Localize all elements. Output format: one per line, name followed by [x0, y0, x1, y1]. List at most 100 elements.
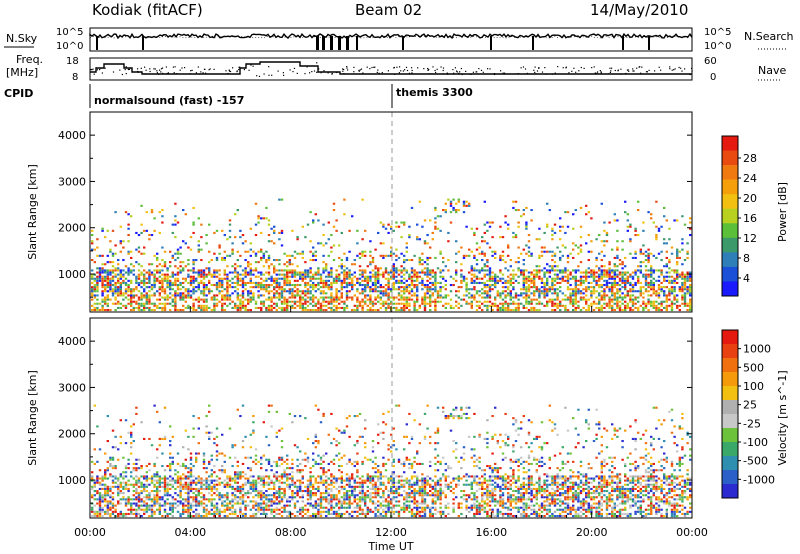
- echo-cell: [410, 279, 414, 282]
- echo-cell: [260, 284, 263, 287]
- echo-cell: [280, 273, 284, 276]
- echo-cell: [179, 512, 182, 515]
- echo-cell: [249, 298, 252, 301]
- echo-cell: [522, 213, 525, 216]
- echo-cell: [475, 242, 479, 245]
- echo-cell: [530, 209, 533, 212]
- echo-cell: [611, 506, 614, 509]
- echo-cell: [657, 508, 661, 511]
- echo-cell: [408, 277, 411, 280]
- echo-cell: [590, 508, 593, 511]
- echo-cell: [150, 263, 154, 266]
- echo-cell: [551, 234, 554, 237]
- echo-cell: [366, 294, 369, 297]
- echo-cell: [639, 269, 642, 272]
- echo-cell: [273, 259, 276, 262]
- echo-cell: [119, 502, 122, 505]
- echo-cell: [304, 508, 307, 511]
- echo-cell: [652, 271, 655, 274]
- echo-cell: [665, 296, 668, 299]
- echo-cell: [377, 504, 380, 507]
- echo-cell: [572, 294, 575, 297]
- nsky-dropout: [322, 36, 325, 50]
- echo-cell: [135, 288, 138, 291]
- echo-cell: [551, 288, 554, 291]
- echo-cell: [494, 302, 497, 305]
- cpid-label: CPID: [4, 87, 33, 100]
- nave-point: [489, 68, 491, 70]
- echo-cell: [551, 309, 554, 312]
- echo-cell: [647, 286, 650, 289]
- echo-cell: [522, 279, 525, 282]
- nave-point: [227, 72, 229, 75]
- nave-point: [436, 68, 438, 70]
- echo-cell: [590, 250, 593, 253]
- echo-cell: [382, 510, 385, 513]
- echo-cell: [267, 296, 271, 299]
- echo-cell: [418, 271, 421, 274]
- nave-point: [296, 72, 298, 74]
- nave-point: [442, 69, 444, 72]
- echo-cell: [98, 502, 102, 505]
- echo-cell: [665, 508, 668, 511]
- echo-cell: [499, 309, 502, 312]
- echo-cell: [501, 306, 505, 309]
- echo-cell: [616, 256, 619, 259]
- echo-cell: [288, 504, 291, 507]
- echo-cell: [260, 502, 263, 505]
- echo-cell: [403, 259, 406, 262]
- echo-cell: [319, 304, 323, 307]
- echo-cell: [496, 306, 499, 309]
- echo-cell: [260, 286, 263, 289]
- echo-cell: [434, 306, 437, 309]
- echo-cell: [91, 234, 94, 237]
- echo-cell: [291, 300, 294, 303]
- echo-cell: [613, 281, 616, 284]
- echo-cell: [319, 309, 323, 312]
- echo-cell: [361, 500, 364, 503]
- echo-cell: [257, 294, 260, 297]
- echo-cell: [319, 504, 323, 507]
- echo-cell: [299, 275, 302, 278]
- echo-cell: [686, 279, 689, 282]
- echo-cell: [114, 267, 117, 270]
- echo-cell: [629, 504, 632, 507]
- echo-cell: [507, 294, 510, 297]
- echo-cell: [226, 502, 229, 505]
- echo-cell: [436, 510, 440, 513]
- echo-cell: [481, 296, 484, 299]
- echo-cell: [119, 302, 122, 305]
- echo-cell: [574, 209, 577, 212]
- echo-cell: [525, 225, 528, 228]
- echo-cell: [626, 213, 629, 216]
- echo-cell: [213, 296, 216, 299]
- echo-cell: [689, 510, 692, 513]
- nave-point: [411, 69, 413, 72]
- echo-cell: [621, 279, 624, 282]
- echo-cell: [223, 302, 226, 305]
- echo-cell: [171, 515, 174, 518]
- echo-cell: [379, 306, 382, 309]
- echo-cell: [512, 269, 515, 272]
- echo-cell: [114, 244, 117, 247]
- echo-cell: [673, 508, 676, 511]
- echo-cell: [283, 275, 286, 278]
- echo-cell: [356, 288, 359, 291]
- echo-cell: [293, 273, 297, 276]
- echo-cell: [130, 294, 133, 297]
- echo-cell: [322, 510, 325, 513]
- echo-cell: [665, 500, 668, 503]
- echo-cell: [392, 512, 395, 515]
- echo-cell: [421, 300, 424, 303]
- nsky-dropout: [338, 36, 341, 50]
- echo-cell: [390, 275, 393, 278]
- echo-cell: [319, 498, 323, 501]
- echo-cell: [644, 508, 648, 511]
- echo-cell: [366, 265, 369, 268]
- echo-cell: [200, 304, 203, 307]
- echo-cell: [114, 290, 117, 293]
- echo-cell: [611, 275, 614, 278]
- echo-cell: [137, 309, 141, 312]
- nave-point: [112, 71, 115, 73]
- echo-cell: [283, 263, 286, 266]
